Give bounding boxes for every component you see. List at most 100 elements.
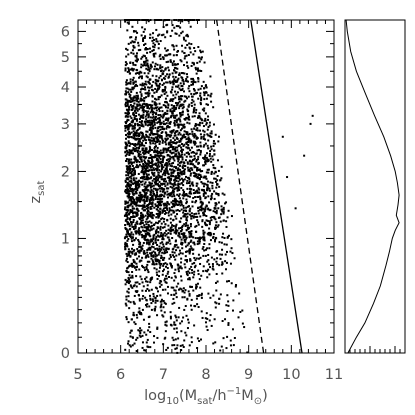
scatter-point	[131, 88, 134, 91]
scatter-point	[170, 91, 173, 94]
scatter-point	[168, 134, 171, 137]
scatter-point	[156, 191, 159, 194]
scatter-point	[126, 99, 129, 102]
scatter-point	[174, 79, 177, 82]
scatter-point	[186, 224, 189, 227]
scatter-point	[192, 150, 195, 153]
scatter-point	[176, 103, 179, 106]
scatter-point	[148, 78, 151, 81]
scatter-point	[145, 266, 148, 269]
scatter-point	[155, 157, 158, 160]
scatter-point	[152, 246, 155, 249]
scatter-point	[188, 252, 191, 255]
scatter-point	[179, 322, 182, 325]
scatter-point	[171, 145, 174, 148]
scatter-point	[136, 109, 139, 112]
scatter-point	[246, 351, 249, 354]
scatter-point	[149, 177, 152, 180]
scatter-point	[208, 201, 211, 204]
scatter-point	[139, 221, 142, 224]
scatter-point	[187, 242, 190, 245]
scatter-point	[178, 227, 181, 230]
scatter-point	[168, 207, 171, 210]
scatter-point	[158, 165, 161, 168]
scatter-point	[165, 127, 168, 130]
scatter-point	[135, 83, 138, 86]
scatter-point	[178, 100, 181, 103]
scatter-point	[183, 232, 186, 235]
scatter-point	[149, 211, 152, 214]
scatter-point	[124, 180, 127, 183]
scatter-point	[132, 233, 135, 236]
scatter-point	[127, 128, 130, 131]
scatter-point	[168, 238, 171, 241]
scatter-point	[168, 73, 171, 76]
scatter-point	[184, 245, 187, 248]
scatter-point	[132, 63, 135, 66]
scatter-point	[199, 201, 202, 204]
scatter-point	[200, 209, 203, 212]
scatter-point	[190, 217, 193, 220]
scatter-point	[187, 144, 190, 147]
scatter-point	[127, 140, 130, 143]
scatter-point	[154, 156, 157, 159]
scatter-point	[166, 73, 169, 76]
scatter-point	[148, 220, 151, 223]
scatter-point	[163, 256, 166, 259]
scatter-point	[153, 309, 156, 312]
scatter-point	[158, 203, 161, 206]
scatter-point	[210, 145, 213, 148]
scatter-point	[169, 182, 172, 185]
scatter-point	[186, 80, 189, 83]
scatter-point	[206, 260, 209, 263]
scatter-point	[161, 131, 164, 134]
scatter-point	[185, 54, 188, 57]
scatter-point	[130, 158, 133, 161]
scatter-point	[148, 260, 151, 263]
scatter-point	[181, 76, 184, 79]
scatter-point	[199, 92, 202, 95]
scatter-point	[157, 126, 160, 129]
scatter-point	[195, 224, 198, 227]
scatter-point	[201, 225, 204, 228]
scatter-point	[214, 133, 217, 136]
scatter-point	[150, 257, 153, 260]
scatter-point	[143, 144, 146, 147]
scatter-point	[125, 133, 128, 136]
scatter-point	[126, 171, 129, 174]
scatter-point	[214, 226, 217, 229]
scatter-point	[146, 51, 149, 54]
scatter-point	[188, 195, 191, 198]
scatter-point	[202, 233, 205, 236]
scatter-point	[154, 117, 157, 120]
scatter-point	[149, 33, 152, 36]
scatter-point	[133, 266, 136, 269]
scatter-point	[181, 111, 184, 114]
scatter-point	[155, 258, 158, 261]
scatter-point	[186, 121, 189, 124]
scatter-point	[130, 251, 133, 254]
scatter-point	[157, 206, 160, 209]
scatter-point	[211, 184, 214, 187]
scatter-point	[158, 55, 161, 58]
scatter-point	[146, 254, 149, 257]
scatter-point	[158, 251, 161, 254]
scatter-point	[179, 82, 182, 85]
scatter-point	[183, 171, 186, 174]
scatter-point	[209, 208, 212, 211]
scatter-point	[131, 286, 134, 289]
scatter-point	[155, 75, 158, 78]
scatter-point	[153, 335, 156, 338]
scatter-point	[195, 68, 198, 71]
scatter-point	[166, 285, 169, 288]
scatter-point	[128, 185, 131, 188]
scatter-point	[193, 212, 196, 215]
scatter-point	[132, 134, 135, 137]
scatter-point	[169, 59, 172, 62]
scatter-point	[172, 137, 175, 140]
scatter-point	[182, 179, 185, 182]
scatter-point	[143, 170, 146, 173]
scatter-point	[139, 91, 142, 94]
scatter-point	[153, 107, 156, 110]
scatter-point	[188, 169, 191, 172]
